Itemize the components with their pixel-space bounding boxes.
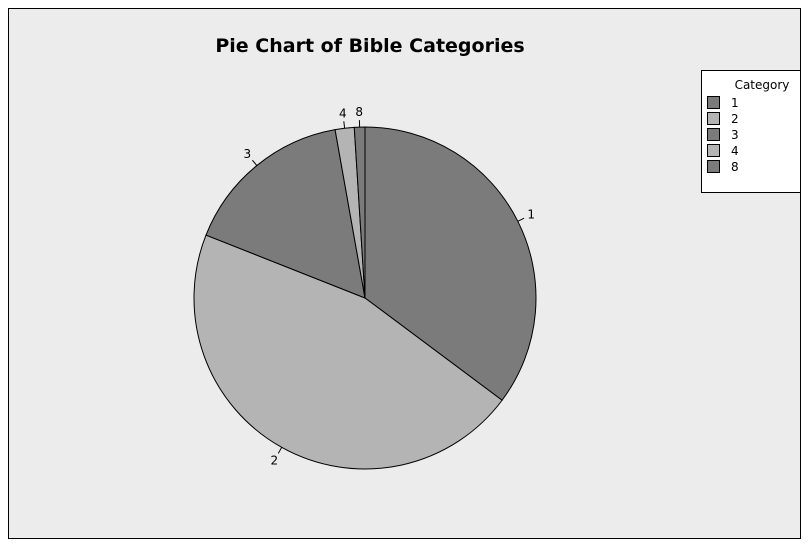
- leader-line-3: [252, 159, 258, 166]
- leader-line-1: [517, 217, 525, 222]
- legend-label-2: 2: [731, 112, 739, 126]
- legend-swatch-4: [707, 144, 720, 157]
- pie-slice-8: [353, 126, 366, 299]
- slice-label-4: 4: [339, 106, 347, 120]
- slice-label-2: 2: [271, 453, 279, 467]
- slice-label-1: 1: [527, 208, 535, 222]
- legend-title: Category: [735, 78, 790, 92]
- legend: Category 1 2 3 4 8: [701, 70, 801, 193]
- pie-slice-2: [193, 234, 503, 470]
- legend-items: 1 2 3 4 8: [707, 96, 739, 174]
- legend-label-3: 3: [731, 128, 739, 142]
- pie-slices: [193, 126, 537, 470]
- pie-leader-lines: [252, 120, 525, 454]
- chart-title: Pie Chart of Bible Categories: [215, 35, 524, 57]
- legend-swatch-3: [707, 128, 720, 141]
- legend-label-8: 8: [731, 160, 739, 174]
- legend-label-1: 1: [731, 96, 739, 110]
- pie-slice-3: [205, 129, 366, 299]
- leader-line-2: [277, 447, 283, 454]
- pie-labels: 1 2 3 4 8: [244, 105, 536, 467]
- legend-label-4: 4: [731, 144, 739, 158]
- leader-line-4: [343, 121, 346, 129]
- legend-swatch-8: [707, 160, 720, 173]
- slice-label-8: 8: [355, 105, 363, 119]
- pie-slice-1: [364, 126, 537, 401]
- legend-swatch-2: [707, 112, 720, 125]
- slice-label-3: 3: [244, 147, 252, 161]
- legend-swatch-1: [707, 96, 720, 109]
